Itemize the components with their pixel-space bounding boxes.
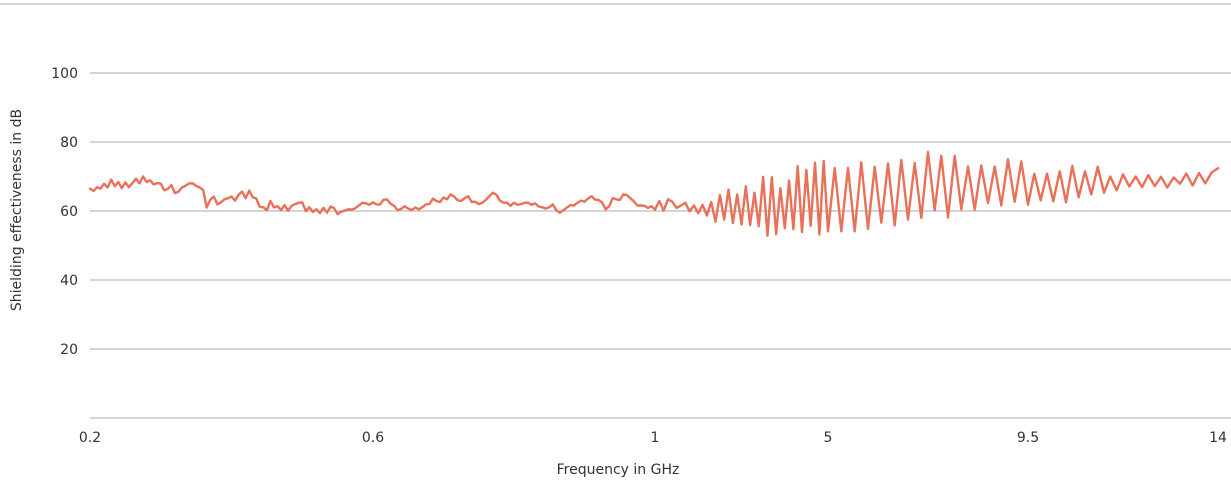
y-tick-label-80: 80 — [60, 135, 78, 151]
y-tick-label-60: 60 — [60, 204, 78, 220]
x-tick-label-14: 14 — [1209, 430, 1227, 446]
x-tick-label-9-5: 9.5 — [1017, 430, 1039, 446]
x-tick-label-1: 1 — [651, 430, 660, 446]
series-line — [88, 150, 1220, 237]
x-tick-label-0-2: 0.2 — [79, 430, 101, 446]
y-axis-title: Shielding effectiveness in dB — [9, 109, 25, 311]
y-tick-label-100: 100 — [51, 66, 78, 82]
y-tick-label-20: 20 — [60, 342, 78, 358]
x-tick-label-0-6: 0.6 — [362, 430, 384, 446]
x-tick-label-5: 5 — [824, 430, 833, 446]
y-tick-label-40: 40 — [60, 273, 78, 289]
x-axis-title: Frequency in GHz — [557, 462, 680, 478]
